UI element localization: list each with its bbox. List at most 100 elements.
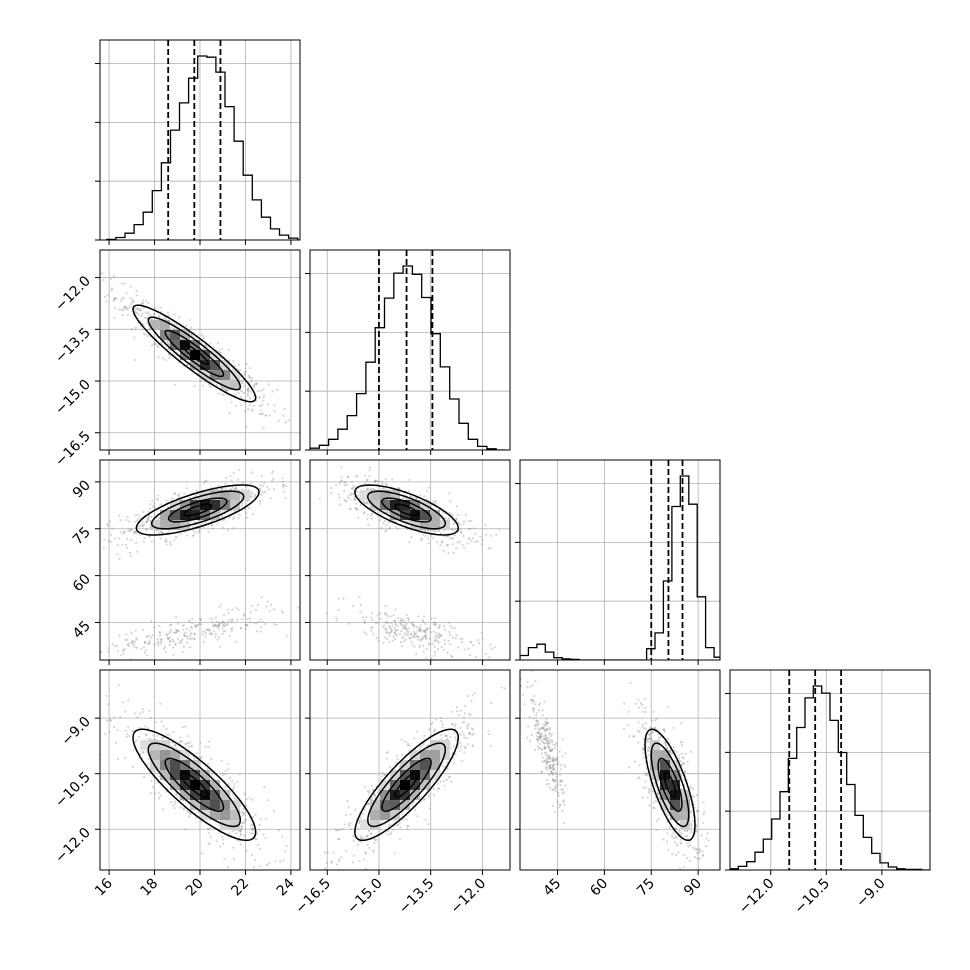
scatter-point	[462, 733, 465, 736]
scatter-point	[415, 635, 418, 638]
scatter-point	[406, 828, 409, 831]
scatter-point	[197, 811, 200, 814]
scatter-point	[146, 321, 149, 324]
scatter-point	[345, 813, 348, 817]
y-tick-label: −10.5	[52, 769, 94, 811]
scatter-point	[434, 621, 437, 625]
scatter-point	[366, 487, 369, 490]
scatter-point	[393, 820, 396, 823]
scatter-point	[423, 615, 426, 618]
scatter-point	[230, 401, 233, 404]
scatter-point	[451, 537, 454, 540]
scatter-point	[252, 404, 255, 407]
scatter-point	[646, 796, 649, 799]
density-cell	[200, 350, 210, 360]
scatter-point	[268, 610, 271, 613]
scatter-point	[147, 642, 150, 645]
scatter-point	[218, 622, 221, 625]
scatter-point	[427, 529, 430, 533]
scatter-point	[401, 497, 404, 500]
scatter-point	[677, 757, 681, 760]
scatter-point	[276, 388, 279, 391]
density-cell	[370, 810, 380, 820]
scatter-point	[167, 314, 170, 317]
scatter-point	[207, 832, 211, 835]
scatter-point	[400, 619, 403, 622]
scatter-point	[359, 603, 362, 607]
scatter-point	[445, 778, 448, 782]
scatter-point	[437, 529, 440, 532]
scatter-point	[183, 492, 186, 495]
density-cell	[180, 790, 190, 800]
scatter-point	[157, 356, 160, 359]
scatter-point	[256, 491, 259, 494]
scatter-point	[652, 790, 655, 793]
scatter-point	[133, 336, 136, 339]
scatter-point	[254, 382, 257, 385]
scatter-point	[138, 726, 141, 729]
scatter-point	[422, 644, 425, 648]
scatter-point	[243, 820, 246, 824]
scatter-point	[215, 840, 218, 843]
scatter-point	[162, 725, 165, 728]
scatter-point	[134, 740, 137, 743]
scatter-point	[250, 490, 253, 494]
scatter-point	[262, 427, 265, 430]
scatter-point	[487, 547, 490, 550]
scatter-point	[289, 917, 291, 919]
scatter-point	[251, 832, 254, 835]
scatter-point	[400, 617, 403, 621]
scatter-point	[242, 814, 245, 817]
scatter-point	[209, 632, 213, 635]
scatter-point	[181, 624, 185, 627]
y-tick-label: 90	[70, 477, 94, 501]
scatter-point	[118, 557, 121, 560]
scatter-point	[485, 533, 488, 536]
scatter-point	[682, 762, 685, 765]
scatter-point	[422, 636, 425, 639]
scatter-point	[433, 645, 436, 648]
scatter-point	[172, 640, 175, 643]
scatter-point	[664, 741, 667, 744]
scatter-point	[405, 630, 408, 633]
scatter-point	[116, 644, 119, 648]
scatter-point	[260, 596, 263, 599]
scatter-point	[474, 656, 477, 659]
scatter-point	[159, 537, 162, 540]
scatter-point	[181, 726, 184, 729]
scatter-point	[407, 490, 410, 493]
scatter-point	[170, 321, 173, 324]
scatter-point	[199, 756, 202, 759]
scatter-point	[130, 640, 133, 643]
scatter-point	[138, 712, 141, 715]
scatter-point	[433, 654, 436, 657]
scatter-point	[258, 396, 261, 400]
scatter-point	[215, 384, 218, 387]
scatter-point	[460, 640, 464, 644]
scatter-point	[277, 829, 280, 832]
density-cell	[410, 770, 420, 780]
scatter-point	[217, 824, 220, 827]
scatter-point	[469, 641, 472, 644]
scatter-point	[142, 751, 145, 754]
scatter-point	[147, 727, 150, 730]
scatter-point	[133, 358, 136, 362]
scatter-point	[676, 819, 679, 823]
scatter-point	[425, 647, 428, 650]
scatter-point	[654, 719, 657, 722]
density-cell	[190, 780, 200, 790]
scatter-point	[653, 781, 656, 785]
scatter-point	[452, 745, 455, 748]
density-cell	[170, 780, 180, 790]
scatter-point	[272, 477, 275, 480]
scatter-point	[458, 749, 461, 752]
density-cell	[380, 800, 390, 810]
scatter-point	[146, 517, 150, 520]
contour-line	[179, 771, 209, 799]
scatter-point	[148, 709, 151, 713]
scatter-point	[468, 712, 471, 715]
scatter-point	[679, 760, 682, 763]
scatter-point	[645, 773, 648, 777]
scatter-point	[209, 617, 212, 620]
scatter-point	[184, 828, 187, 831]
